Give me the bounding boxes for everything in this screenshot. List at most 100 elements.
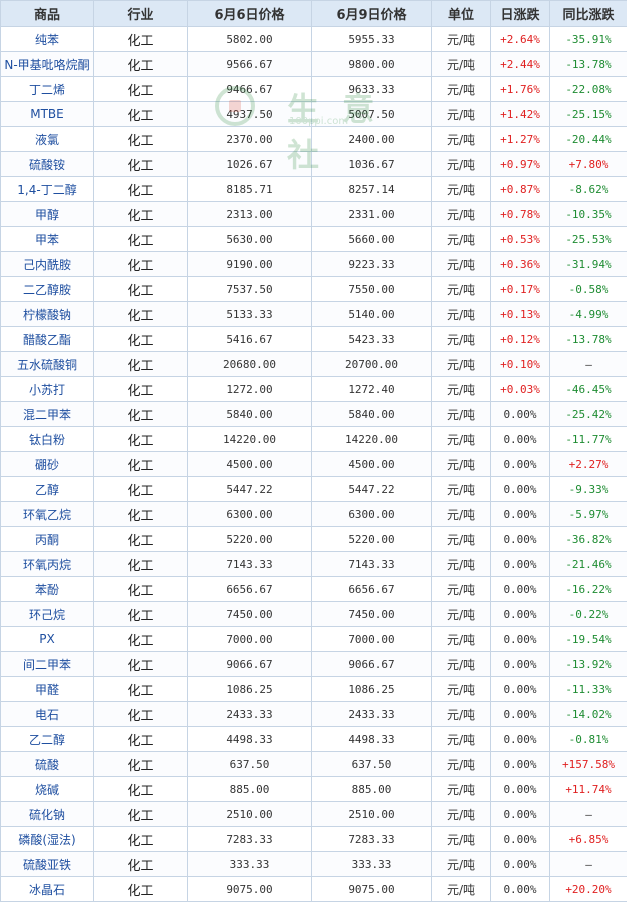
table-row: 磷酸(湿法) 化工 7283.33 7283.33 元/吨 0.00% +6.85% [0,826,627,852]
cell-price-jun6: 5840.00 [187,401,312,427]
table-row: 丁二烯 化工 9466.67 9633.33 元/吨 +1.76% -22.08% [0,76,627,102]
cell-unit: 元/吨 [431,551,491,577]
cell-industry: 化工 [93,626,188,652]
cell-product-name[interactable]: N-甲基吡咯烷酮 [0,51,94,77]
cell-industry: 化工 [93,751,188,777]
cell-price-jun9: 7283.33 [311,826,432,852]
cell-unit: 元/吨 [431,776,491,802]
cell-daily-change: 0.00% [490,601,550,627]
cell-product-name[interactable]: 丁二烯 [0,76,94,102]
cell-product-name[interactable]: 电石 [0,701,94,727]
cell-industry: 化工 [93,226,188,252]
table-row: 间二甲苯 化工 9066.67 9066.67 元/吨 0.00% -13.92% [0,651,627,677]
cell-daily-change: 0.00% [490,826,550,852]
cell-yoy-change: +11.74% [549,776,627,802]
cell-industry: 化工 [93,301,188,327]
cell-unit: 元/吨 [431,601,491,627]
cell-unit: 元/吨 [431,76,491,102]
cell-product-name[interactable]: 液氯 [0,126,94,152]
cell-product-name[interactable]: 1,4-丁二醇 [0,176,94,202]
cell-unit: 元/吨 [431,476,491,502]
cell-industry: 化工 [93,701,188,727]
table-row: 环氧丙烷 化工 7143.33 7143.33 元/吨 0.00% -21.46% [0,551,627,577]
cell-yoy-change: -22.08% [549,76,627,102]
cell-product-name[interactable]: 硫酸 [0,751,94,777]
cell-price-jun9: 7450.00 [311,601,432,627]
cell-product-name[interactable]: 硫化钠 [0,801,94,827]
cell-product-name[interactable]: 小苏打 [0,376,94,402]
cell-product-name[interactable]: 甲醛 [0,676,94,702]
cell-yoy-change: -25.53% [549,226,627,252]
cell-price-jun6: 7283.33 [187,826,312,852]
cell-product-name[interactable]: 五水硫酸铜 [0,351,94,377]
cell-yoy-change: -35.91% [549,26,627,52]
cell-product-name[interactable]: 柠檬酸钠 [0,301,94,327]
cell-industry: 化工 [93,676,188,702]
table-row: 苯酚 化工 6656.67 6656.67 元/吨 0.00% -16.22% [0,576,627,602]
table-row: 纯苯 化工 5802.00 5955.33 元/吨 +2.64% -35.91% [0,26,627,52]
cell-product-name[interactable]: 乙二醇 [0,726,94,752]
table-row: N-甲基吡咯烷酮 化工 9566.67 9800.00 元/吨 +2.44% -13.78% [0,51,627,77]
table-row: 硫化钠 化工 2510.00 2510.00 元/吨 0.00% — [0,801,627,827]
cell-daily-change: 0.00% [490,551,550,577]
cell-product-name[interactable]: 环氧乙烷 [0,501,94,527]
cell-unit: 元/吨 [431,876,491,902]
cell-yoy-change: +6.85% [549,826,627,852]
cell-daily-change: +1.76% [490,76,550,102]
table-row: 硼砂 化工 4500.00 4500.00 元/吨 0.00% +2.27% [0,451,627,477]
cell-product-name[interactable]: 间二甲苯 [0,651,94,677]
cell-product-name[interactable]: PX [0,626,94,652]
cell-product-name[interactable]: 乙醇 [0,476,94,502]
cell-product-name[interactable]: 混二甲苯 [0,401,94,427]
cell-price-jun6: 6300.00 [187,501,312,527]
cell-product-name[interactable]: MTBE [0,101,94,127]
cell-yoy-change: -16.22% [549,576,627,602]
cell-daily-change: +2.44% [490,51,550,77]
cell-unit: 元/吨 [431,301,491,327]
table-row: 液氯 化工 2370.00 2400.00 元/吨 +1.27% -20.44% [0,126,627,152]
cell-price-jun9: 5007.50 [311,101,432,127]
cell-price-jun9: 5955.33 [311,26,432,52]
cell-daily-change: +0.17% [490,276,550,302]
cell-product-name[interactable]: 甲苯 [0,226,94,252]
cell-daily-change: 0.00% [490,451,550,477]
cell-daily-change: 0.00% [490,501,550,527]
cell-price-jun6: 5133.33 [187,301,312,327]
cell-product-name[interactable]: 二乙醇胺 [0,276,94,302]
cell-product-name[interactable]: 甲醇 [0,201,94,227]
cell-product-name[interactable]: 醋酸乙酯 [0,326,94,352]
cell-product-name[interactable]: 硫酸铵 [0,151,94,177]
cell-yoy-change: -4.99% [549,301,627,327]
cell-product-name[interactable]: 硫酸亚铁 [0,851,94,877]
cell-daily-change: 0.00% [490,401,550,427]
cell-product-name[interactable]: 丙酮 [0,526,94,552]
table-row: 二乙醇胺 化工 7537.50 7550.00 元/吨 +0.17% -0.58% [0,276,627,302]
cell-price-jun9: 1036.67 [311,151,432,177]
table-row: 己内酰胺 化工 9190.00 9223.33 元/吨 +0.36% -31.94% [0,251,627,277]
cell-industry: 化工 [93,26,188,52]
cell-daily-change: 0.00% [490,776,550,802]
cell-product-name[interactable]: 环氧丙烷 [0,551,94,577]
cell-price-jun9: 2331.00 [311,201,432,227]
cell-industry: 化工 [93,451,188,477]
cell-yoy-change: -36.82% [549,526,627,552]
cell-industry: 化工 [93,201,188,227]
cell-price-jun6: 5630.00 [187,226,312,252]
header-product: 商品 [0,0,94,27]
cell-yoy-change: -25.42% [549,401,627,427]
cell-price-jun6: 7537.50 [187,276,312,302]
cell-price-jun6: 9190.00 [187,251,312,277]
cell-product-name[interactable]: 烧碱 [0,776,94,802]
cell-product-name[interactable]: 冰晶石 [0,876,94,902]
cell-product-name[interactable]: 纯苯 [0,26,94,52]
cell-product-name[interactable]: 硼砂 [0,451,94,477]
cell-product-name[interactable]: 钛白粉 [0,426,94,452]
cell-product-name[interactable]: 苯酚 [0,576,94,602]
cell-daily-change: 0.00% [490,751,550,777]
cell-unit: 元/吨 [431,576,491,602]
cell-product-name[interactable]: 己内酰胺 [0,251,94,277]
cell-yoy-change: -19.54% [549,626,627,652]
cell-product-name[interactable]: 磷酸(湿法) [0,826,94,852]
cell-yoy-change: +7.80% [549,151,627,177]
cell-product-name[interactable]: 环己烷 [0,601,94,627]
